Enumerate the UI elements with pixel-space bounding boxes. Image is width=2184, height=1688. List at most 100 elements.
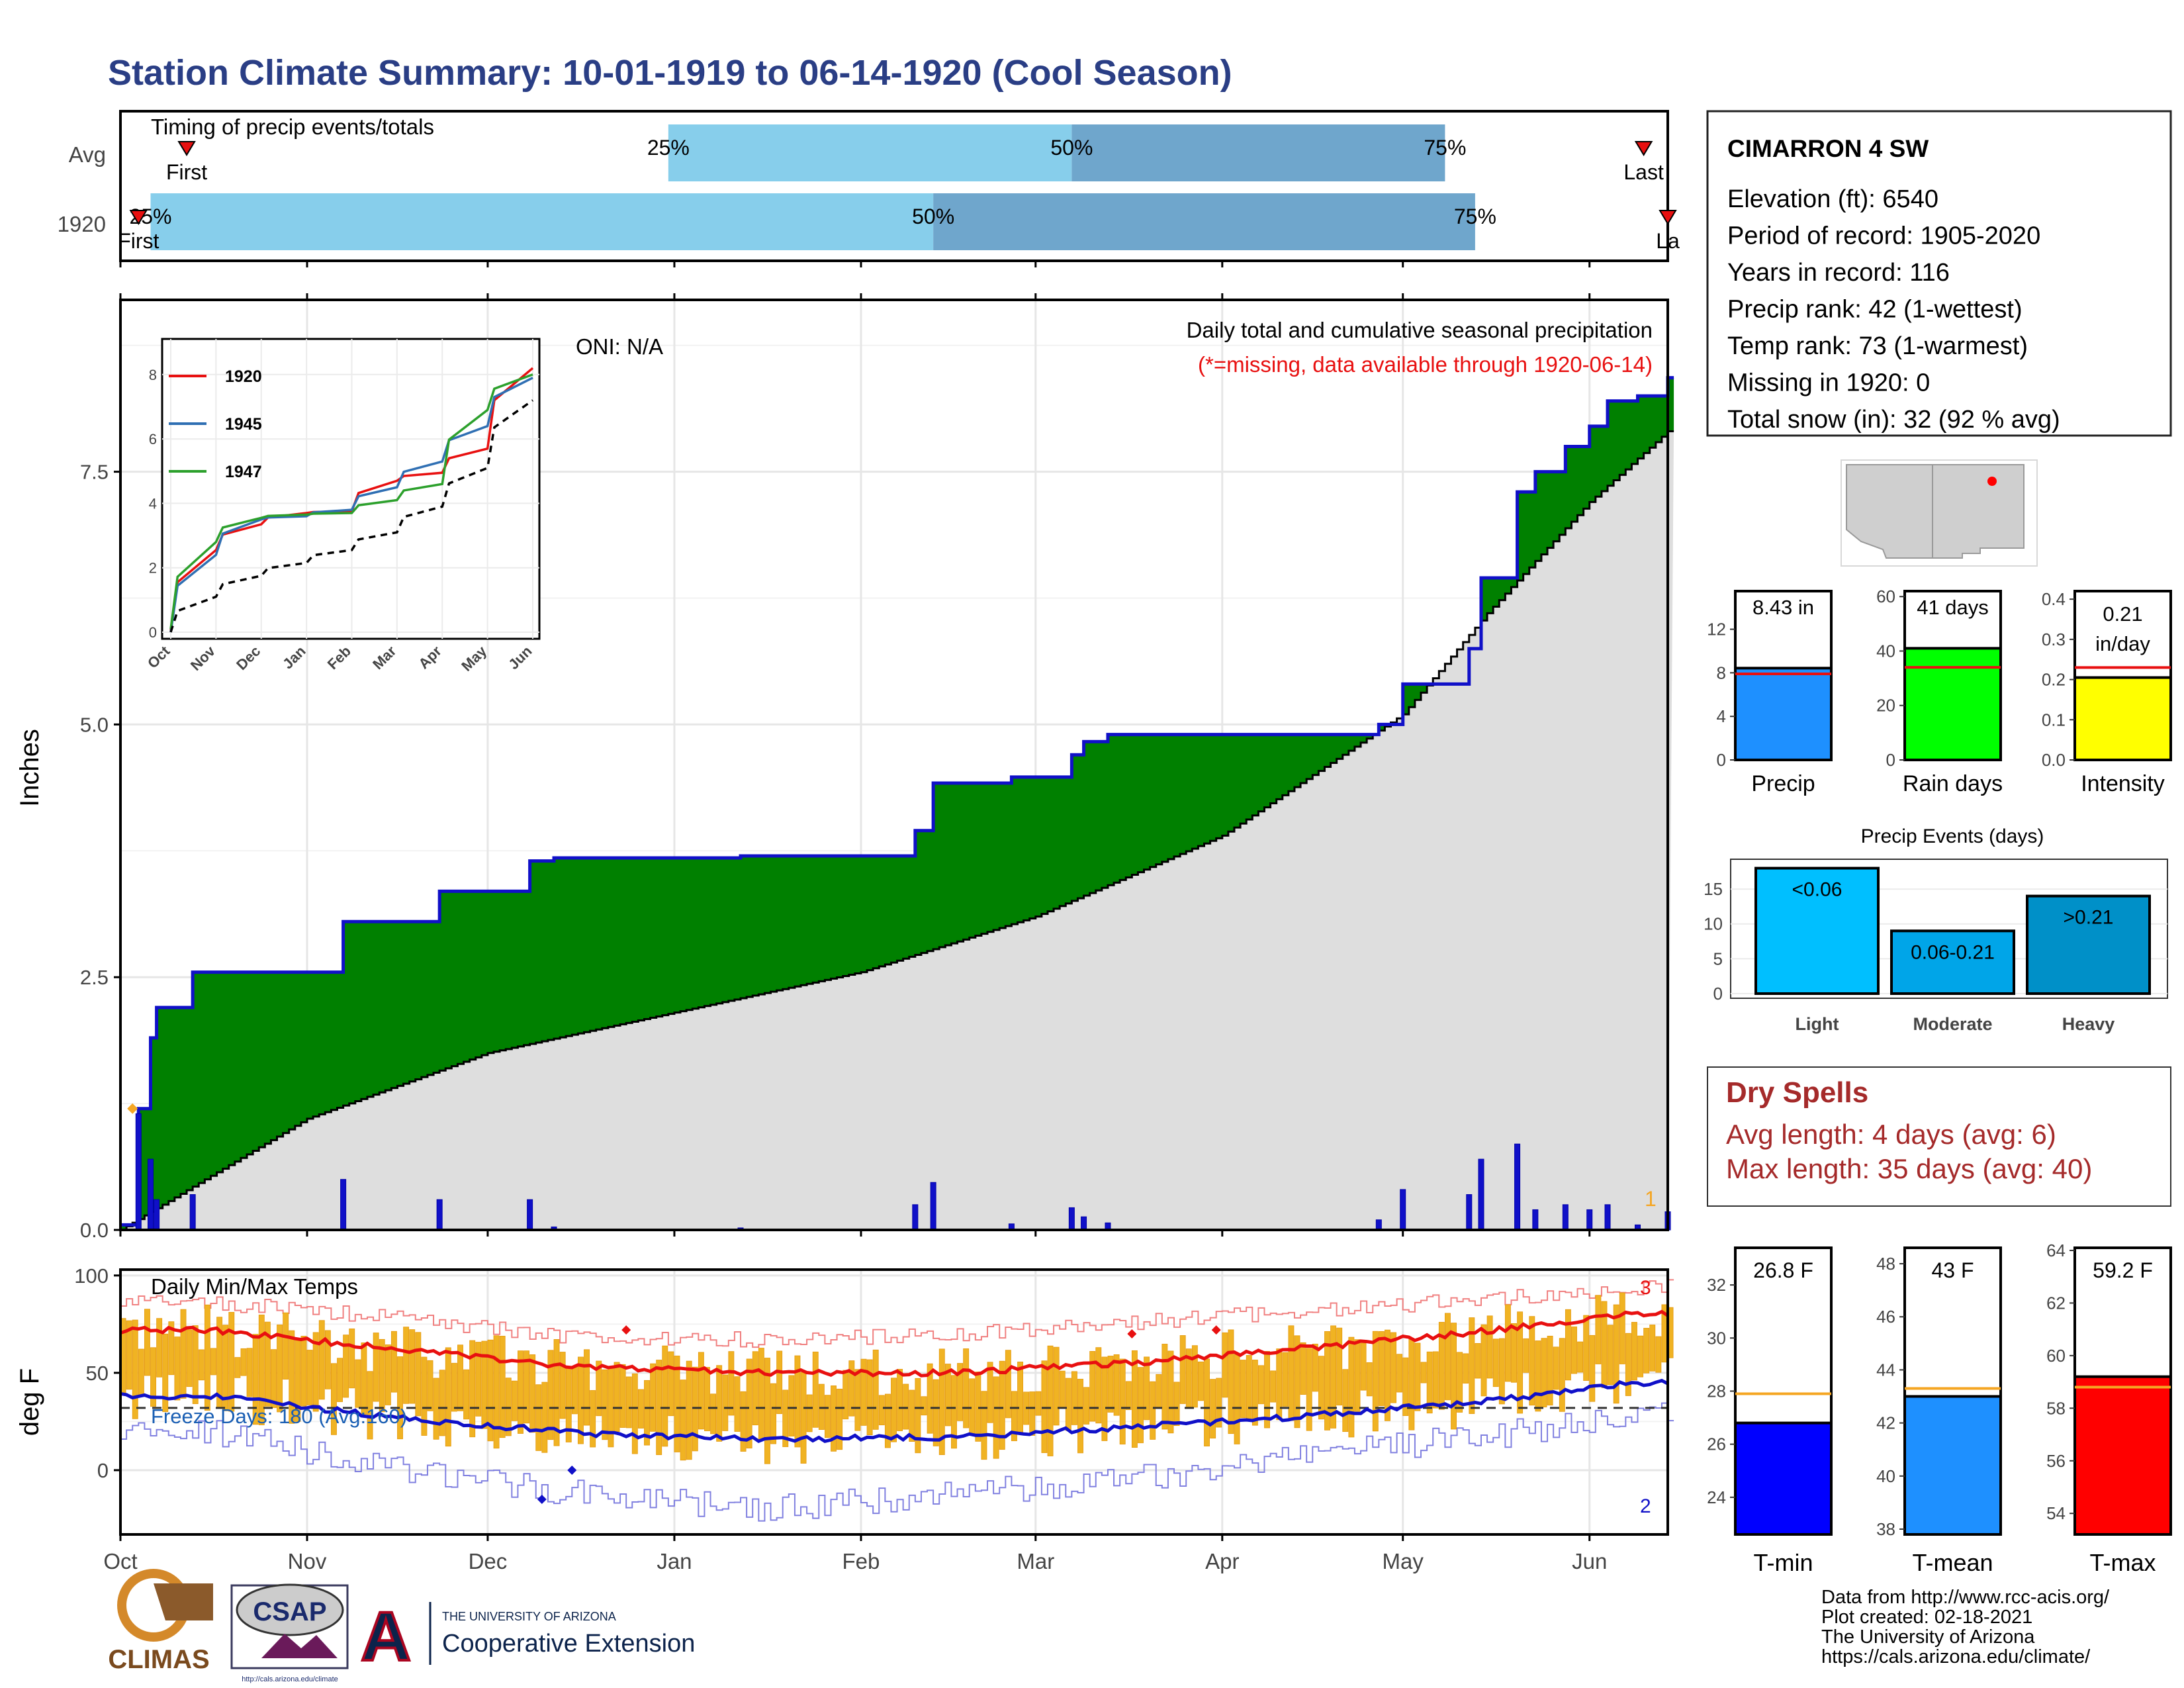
daily-temp-bar (283, 1312, 289, 1380)
csap-cloud (236, 1583, 344, 1636)
daily-temp-bar (1191, 1345, 1198, 1408)
temp-summary-tick-label: 46 (1876, 1307, 1895, 1327)
temp-summary-bar-t-max (2073, 1375, 2172, 1536)
event-bar-heavy (2026, 894, 2151, 996)
month-label: Oct (103, 1549, 137, 1573)
daily-temp-bar (746, 1358, 752, 1449)
daily-temp-bar (421, 1356, 428, 1436)
daily-temp-bar (1396, 1354, 1403, 1393)
daily-temp-bar (631, 1373, 638, 1454)
daily-temp-bar (782, 1389, 789, 1447)
month-label: Feb (842, 1549, 880, 1573)
daily-temp-bar (866, 1359, 873, 1436)
station-detail-line: Total snow (in): 32 (92 % avg) (1727, 406, 2060, 434)
dry-spells-frame (1707, 1066, 2171, 1207)
dry-spells-max: Max length: 35 days (avg: 40) (1726, 1153, 2092, 1184)
temp-summary-bar-t-min (1734, 1421, 1833, 1536)
timing-bar-upper-Avg (1071, 124, 1445, 181)
daily-temp-bar (1264, 1351, 1270, 1429)
daily-temp-bar (770, 1383, 777, 1444)
average-min-line (120, 1378, 1669, 1444)
daily-temp-bar (1107, 1356, 1114, 1413)
summary-tick-label: 20 (1876, 696, 1895, 716)
daily-temp-bar (987, 1362, 993, 1423)
daily-temp-bar (837, 1388, 843, 1450)
daily-temp-bar (469, 1340, 476, 1438)
daily-temp-bar (234, 1357, 241, 1378)
daily-temp-bar (1445, 1313, 1451, 1401)
timing-label: Timing of precip events/totals (151, 115, 434, 139)
daily-temp-bar (752, 1351, 758, 1426)
inset-y-tick-label: 4 (149, 495, 157, 512)
precip-panel: 0.0 2.5 5.0 7.5 Inches ONI: N/A Daily total… (15, 299, 1674, 1242)
inset-legend-label: 1920 (225, 367, 262, 386)
daily-temp-bar (535, 1384, 542, 1451)
daily-temp-bar (1276, 1348, 1283, 1421)
event-bar-moderate (1890, 929, 2015, 996)
daily-temp-bar (1420, 1362, 1427, 1383)
daily-temp-bar (324, 1330, 331, 1389)
temp-y-ticks: 0 50 100 (74, 1264, 120, 1482)
temp-summary-value: 43 F (1931, 1258, 1974, 1282)
daily-temp-bar (1631, 1322, 1637, 1381)
daily-temp-bar (547, 1350, 554, 1440)
daily-temp-bar (1583, 1315, 1590, 1381)
temp-y-tick-label: 0 (97, 1459, 109, 1482)
first-event-label: First (118, 229, 159, 253)
daily-temp-bar (680, 1380, 686, 1461)
average-cumulative-area (120, 431, 1674, 1230)
daily-temp-bar (1161, 1344, 1168, 1430)
daily-precip-bar (1514, 1143, 1521, 1231)
daily-temp-bar (300, 1336, 307, 1407)
daily-temp-bar (1101, 1356, 1108, 1441)
record-high-marker (621, 1325, 631, 1335)
station-location-marker (1987, 477, 1997, 486)
freeze-days-label: Freeze Days: 180 (Avg:160) (151, 1405, 407, 1428)
events-title: Precip Events (days) (1861, 825, 2044, 847)
daily-temp-bar (1535, 1340, 1541, 1412)
daily-temp-bar (523, 1350, 530, 1424)
event-bar-text: <0.06 (1792, 879, 1843, 901)
credit-line: Plot created: 02-18-2021 (1821, 1607, 2032, 1628)
daily-temp-bar (1619, 1292, 1625, 1364)
daily-temp-bar (457, 1344, 463, 1411)
daily-temp-bar (584, 1349, 590, 1426)
daily-temp-bar (975, 1372, 981, 1442)
daily-temp-bar (1625, 1333, 1631, 1396)
daily-temp-bar (312, 1332, 319, 1412)
station-detail-line: Years in record: 116 (1727, 259, 1950, 287)
summary-tick-label: 12 (1707, 620, 1726, 639)
daily-temp-bar (198, 1349, 205, 1381)
daily-temp-bar (1366, 1362, 1373, 1397)
inset-series-average (169, 399, 534, 633)
daily-precip-bar (1400, 1189, 1406, 1231)
daily-temp-bar (1216, 1378, 1222, 1428)
daily-temp-bar (734, 1376, 741, 1432)
average-cumulative-line (120, 430, 1674, 1231)
daily-temp-bar (800, 1372, 807, 1464)
station-detail-line: Elevation (ft): 6540 (1727, 185, 1938, 213)
daily-temp-bar (644, 1380, 650, 1446)
daily-temp-bar (993, 1376, 999, 1459)
daily-temp-bar (180, 1309, 187, 1399)
daily-temp-bar (1408, 1338, 1415, 1430)
credit-line: https://cals.arizona.edu/climate/ (1821, 1646, 2091, 1667)
daily-temp-bar (355, 1359, 361, 1408)
csap-url: http://cals.arizona.edu/climate (242, 1675, 338, 1683)
daily-temp-bar (1035, 1391, 1042, 1416)
temp-summary-tick-label: 42 (1876, 1413, 1895, 1433)
daily-temp-bar (951, 1375, 957, 1449)
temp-summary-tick-label: 40 (1876, 1466, 1895, 1486)
record-max-line (120, 1279, 1674, 1348)
daily-temp-bar (1282, 1352, 1289, 1407)
location-map (1841, 459, 2038, 567)
daily-temp-bar (553, 1339, 560, 1446)
daily-temp-bar (1577, 1341, 1584, 1373)
daily-temp-bar (1492, 1338, 1499, 1387)
dry-spells-box: Dry Spells Avg length: 4 days (avg: 6) M… (1707, 1066, 2171, 1207)
daily-temp-bar (1065, 1378, 1071, 1431)
daily-temp-bar (204, 1304, 210, 1411)
daily-precip-bar (1562, 1204, 1569, 1231)
temp-num-top: 3 (1640, 1277, 1651, 1299)
